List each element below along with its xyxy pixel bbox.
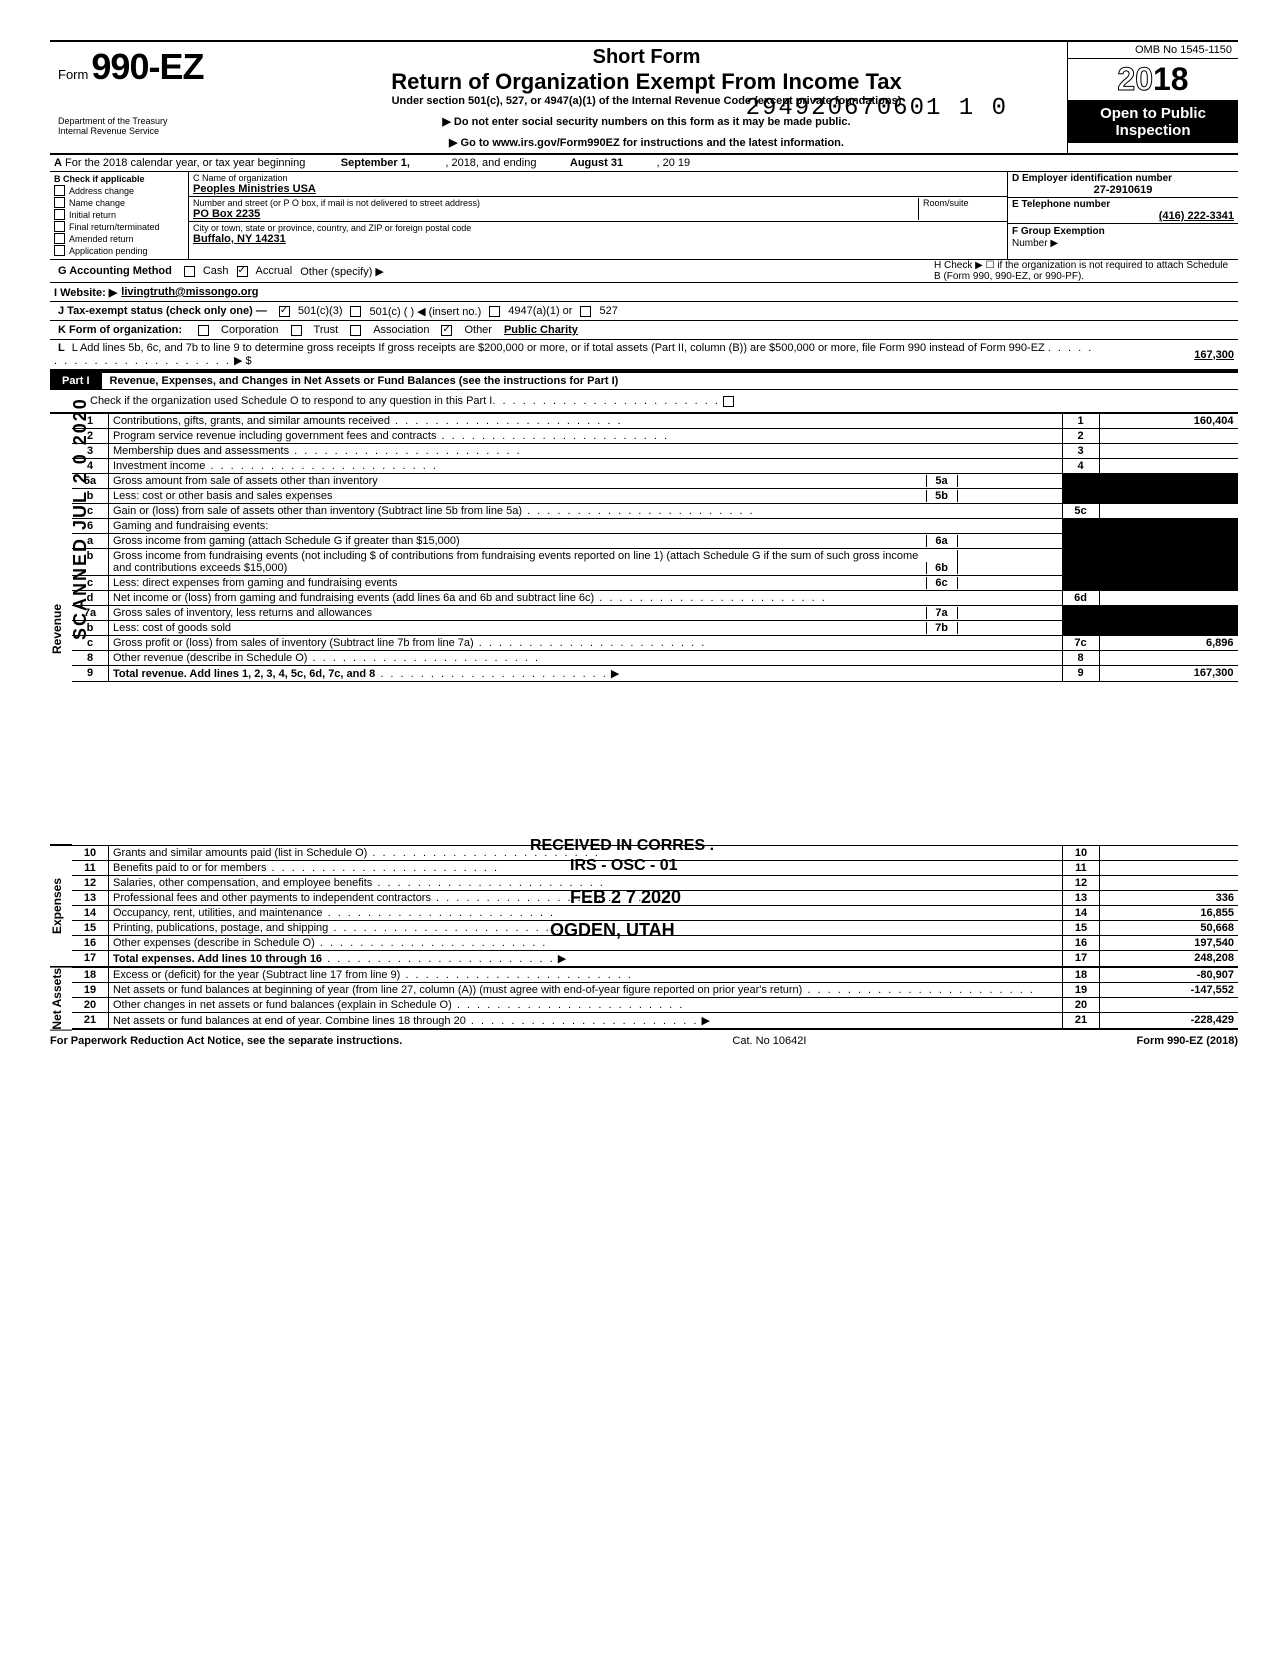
chk-other-org[interactable] <box>441 325 452 336</box>
chk-amended[interactable] <box>54 233 65 244</box>
chk-trust[interactable] <box>291 325 302 336</box>
scanned-stamp: SCANNED JUL 2 0 2020 <box>70 397 91 640</box>
chk-4947[interactable] <box>489 306 500 317</box>
chk-pending[interactable] <box>54 245 65 256</box>
expenses-table: 10Grants and similar amounts paid (list … <box>72 845 1238 967</box>
form-header: Form 990-EZ Department of the Treasury I… <box>50 40 1238 155</box>
chk-cash[interactable] <box>184 266 195 277</box>
col-b: B Check if applicable Address change Nam… <box>50 172 189 259</box>
line-g-h: G Accounting Method Cash Accrual Other (… <box>50 260 1238 283</box>
form-prefix: Form <box>58 67 88 82</box>
website: livingtruth@missongo.org <box>121 286 258 298</box>
gross-receipts: 167,300 <box>1100 349 1238 361</box>
tax-year: 2018 <box>1068 59 1238 101</box>
stamp-number: 294920670601 1 0 <box>746 95 1008 122</box>
form-container: 294920670601 1 0 SCANNED JUL 2 0 2020 Fo… <box>50 40 1238 1047</box>
cat-no: Cat. No 10642I <box>732 1035 806 1047</box>
col-c: C Name of organizationPeoples Ministries… <box>189 172 1008 259</box>
col-d-e-f: D Employer identification number27-29106… <box>1008 172 1238 259</box>
form-ref: Form 990-EZ (2018) <box>1137 1035 1238 1047</box>
info-block: B Check if applicable Address change Nam… <box>50 172 1238 260</box>
open-public-badge: Open to Public Inspection <box>1068 101 1238 143</box>
city: Buffalo, NY 14231 <box>193 233 1003 245</box>
part-1-header: Part I Revenue, Expenses, and Changes in… <box>50 371 1238 390</box>
ein: 27-2910619 <box>1012 184 1234 196</box>
expenses-label: Expenses <box>50 845 72 967</box>
line-i: I Website: ▶ livingtruth@missongo.org <box>50 283 1238 302</box>
chk-final[interactable] <box>54 221 65 232</box>
other-org-val: Public Charity <box>504 324 578 336</box>
paperwork-notice: For Paperwork Reduction Act Notice, see … <box>50 1035 402 1047</box>
omb-number: OMB No 1545-1150 <box>1068 42 1238 59</box>
revenue-table: 1Contributions, gifts, grants, and simil… <box>72 413 1238 682</box>
netassets-table: 18Excess or (deficit) for the year (Subt… <box>72 967 1238 1030</box>
instruction-2: ▶ Go to www.irs.gov/Form990EZ for instru… <box>230 136 1063 149</box>
chk-sched-o[interactable] <box>723 396 734 407</box>
main-title: Return of Organization Exempt From Incom… <box>230 69 1063 95</box>
netassets-label: Net Assets <box>50 967 72 1031</box>
chk-address[interactable] <box>54 185 65 196</box>
phone: (416) 222-3341 <box>1012 210 1234 222</box>
line-a: A For the 2018 calendar year, or tax yea… <box>50 155 1238 172</box>
chk-accrual[interactable] <box>237 266 248 277</box>
chk-527[interactable] <box>580 306 591 317</box>
part-1-check: Check if the organization used Schedule … <box>50 390 1238 413</box>
line-k: K Form of organization: Corporation Trus… <box>50 321 1238 340</box>
line-j: J Tax-exempt status (check only one) — 5… <box>50 302 1238 321</box>
line-h: H Check ▶ ☐ if the organization is not r… <box>930 260 1238 282</box>
org-name: Peoples Ministries USA <box>193 183 1003 195</box>
form-number: 990-EZ <box>91 46 203 87</box>
chk-corp[interactable] <box>198 325 209 336</box>
chk-initial[interactable] <box>54 209 65 220</box>
chk-501c[interactable] <box>350 306 361 317</box>
chk-name[interactable] <box>54 197 65 208</box>
dept-treasury: Department of the Treasury Internal Reve… <box>58 88 218 136</box>
footer: For Paperwork Reduction Act Notice, see … <box>50 1031 1238 1047</box>
chk-501c3[interactable] <box>279 306 290 317</box>
revenue-label: Revenue <box>50 413 72 845</box>
line-l: L L Add lines 5b, 6c, and 7b to line 9 t… <box>50 340 1238 371</box>
chk-assoc[interactable] <box>350 325 361 336</box>
short-form-label: Short Form <box>230 46 1063 69</box>
street: PO Box 2235 <box>193 208 918 220</box>
